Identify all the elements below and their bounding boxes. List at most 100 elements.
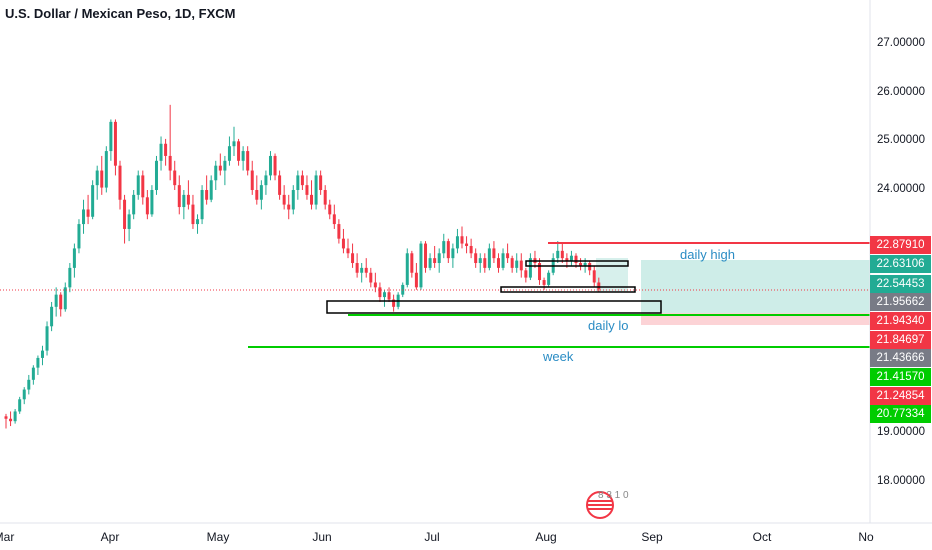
candle-body — [4, 416, 8, 419]
candle-body — [451, 248, 455, 259]
candle-body — [496, 258, 500, 268]
candle-body — [474, 253, 478, 264]
price-badge: 21.84697 — [870, 331, 931, 349]
candle-body — [428, 258, 432, 268]
candle-body — [492, 248, 496, 259]
price-tick-label: 24.00000 — [877, 183, 925, 195]
candle-body — [268, 155, 272, 176]
candle-body — [446, 241, 450, 259]
candle-body — [332, 214, 336, 225]
candle-body — [455, 236, 459, 249]
candle-body — [104, 151, 108, 188]
price-tick-label: 25.00000 — [877, 134, 925, 147]
candle-body — [177, 185, 181, 208]
candle-body — [510, 258, 514, 268]
candle-body — [560, 250, 564, 259]
candle-body — [154, 160, 158, 191]
candle-body — [13, 411, 17, 422]
candle-body — [27, 379, 31, 390]
candle-body — [218, 165, 222, 171]
candle-body — [392, 299, 396, 307]
candle-body — [323, 190, 327, 205]
candle-body — [528, 258, 532, 278]
candle-body — [72, 248, 76, 268]
price-badge: 22.63106 — [870, 255, 931, 273]
candle-body — [18, 399, 22, 412]
candle-body — [100, 170, 104, 188]
candle-body — [54, 294, 58, 307]
candle-body — [91, 185, 95, 217]
candle-body — [250, 170, 254, 191]
candle-body — [542, 280, 546, 285]
price-badge: 21.41570 — [870, 368, 931, 386]
candle-body — [346, 248, 350, 254]
price-badge: 22.87910 — [870, 236, 931, 254]
candle-body — [132, 194, 136, 215]
month-tick-label: Jul — [424, 530, 440, 544]
candle-body — [173, 170, 177, 186]
candle-body — [465, 243, 469, 246]
annotation-daily-high: daily high — [680, 247, 735, 262]
candle-body — [378, 287, 382, 298]
candle-body — [145, 197, 149, 215]
price-badge: 22.54453 — [870, 275, 931, 293]
price-tick-label: 18.00000 — [877, 475, 925, 488]
candle-body — [205, 190, 209, 200]
candle-body — [191, 204, 195, 225]
candle-body — [405, 253, 409, 285]
candle-body — [341, 238, 345, 249]
candle-body — [273, 155, 277, 176]
candle-body — [437, 253, 441, 264]
candle-body — [118, 165, 122, 200]
candle-body — [259, 185, 263, 200]
price-badge: 21.94340 — [870, 312, 931, 330]
month-tick-label: Aug — [535, 530, 557, 544]
price-tick-label: 27.00000 — [877, 37, 925, 49]
month-tick-label: Sep — [641, 530, 663, 544]
month-tick-label: Jun — [312, 530, 332, 544]
candle-body — [278, 175, 282, 195]
candle-body — [328, 204, 332, 215]
candle-body — [36, 357, 40, 368]
candle-body — [364, 267, 368, 273]
candle-body — [373, 282, 377, 288]
candle-body — [538, 263, 542, 281]
candle-body — [592, 270, 596, 283]
candle-body — [9, 418, 13, 422]
zone-profit — [641, 260, 870, 313]
candle-body — [232, 141, 236, 147]
candle-body — [556, 250, 560, 259]
candle-body — [524, 270, 528, 278]
candle-body — [460, 236, 464, 244]
candle-body — [487, 248, 491, 268]
candle-body — [86, 209, 90, 217]
levels-layer — [0, 242, 870, 348]
candle-body — [150, 190, 154, 215]
zones-layer — [596, 258, 870, 325]
month-tick-label: Apr — [100, 530, 120, 544]
candle-body — [547, 272, 551, 285]
candle-body — [387, 292, 391, 300]
candle-body — [45, 326, 49, 351]
tradingview-logo — [586, 491, 614, 519]
candle-body — [314, 175, 318, 205]
candle-body — [136, 175, 140, 195]
candle-body — [82, 209, 86, 225]
candle-body — [433, 258, 437, 264]
candle-body — [141, 175, 145, 198]
box-low-range — [326, 300, 662, 314]
candle-body — [369, 272, 373, 283]
month-tick-label: No — [858, 530, 874, 544]
candle-body — [63, 287, 67, 310]
candle-body — [597, 282, 601, 290]
candle-body — [515, 260, 519, 268]
candle-body — [351, 253, 355, 264]
candle-body — [31, 367, 35, 380]
candle-body — [483, 258, 487, 268]
candle-body — [469, 245, 473, 254]
candle-body — [214, 165, 218, 181]
candle-body — [296, 175, 300, 191]
candle-body — [287, 204, 291, 210]
candle-body — [246, 151, 250, 171]
